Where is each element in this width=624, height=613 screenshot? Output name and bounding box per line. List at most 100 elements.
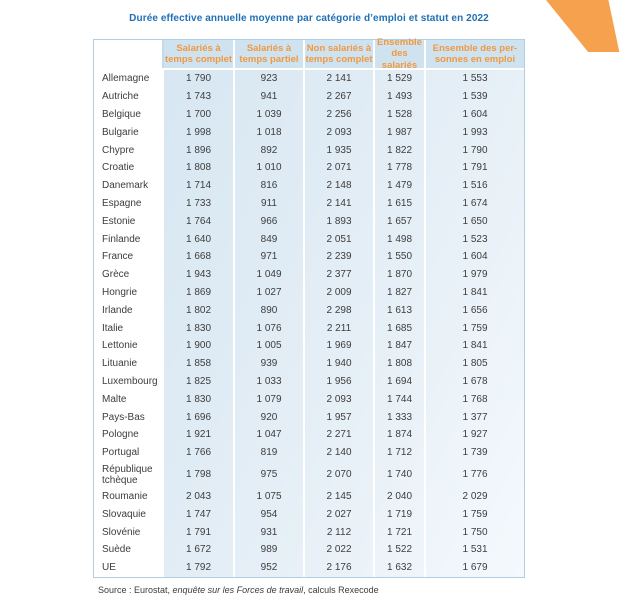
country-cell: Lituanie <box>94 354 164 373</box>
table-row: Grèce 1 943 1 049 2 377 1 870 1 979 <box>94 265 524 284</box>
value-cell: 954 <box>235 505 305 524</box>
value-cell: 1 075 <box>235 487 305 506</box>
data-table: Salariés à temps complet Salariés à temps p… <box>93 37 525 578</box>
value-cell: 1 927 <box>462 429 488 441</box>
country-cell: Belgique <box>94 105 164 124</box>
country-cell: Slovénie <box>94 523 164 541</box>
country-cell: Portugal <box>94 443 164 462</box>
value-cell: 1 027 <box>235 283 305 302</box>
value-cell: 989 <box>235 540 305 559</box>
table-header-row: Salariés à temps complet Salariés à temps p… <box>94 37 524 71</box>
value-cell: 1 870 <box>375 265 426 284</box>
value-cell: 1 747 <box>164 505 235 524</box>
value-cell: 2 377 <box>305 265 375 284</box>
value-cell: 1 822 <box>375 141 426 159</box>
table-row: Lettonie 1 900 1 005 1 969 1 847 1 841 <box>94 336 524 355</box>
table-row: République tchèque 1 798 975 2 070 1 740 1 77… <box>94 461 524 488</box>
value-cell: 849 <box>235 230 305 248</box>
table-row: Chypre 1 896 892 1 935 1 822 1 790 <box>94 141 524 159</box>
country-cell: Malte <box>94 390 164 409</box>
value-cell: 1 987 <box>375 123 426 142</box>
value-cell: 1 668 <box>164 247 235 266</box>
value-cell: 2 298 <box>305 301 375 320</box>
value-cell: 1 791 <box>462 162 488 174</box>
value-cell: 816 <box>235 176 305 195</box>
value-cell: 1 719 <box>375 505 426 524</box>
value-cell: 1 679 <box>462 562 488 574</box>
table-row: Luxembourg 1 825 1 033 1 956 1 694 1 678 <box>94 372 524 391</box>
value-cell: 1 656 <box>462 304 488 316</box>
value-cell: 2 093 <box>305 123 375 142</box>
column-header-line: temps partiel <box>239 54 299 65</box>
table-row: Portugal 1 766 819 2 140 1 712 1 739 <box>94 443 524 462</box>
value-cell: 1 039 <box>235 105 305 124</box>
table-row: Irlande 1 802 890 2 298 1 613 1 656 <box>94 301 524 320</box>
value-cell: 2 271 <box>305 425 375 444</box>
value-cell: 892 <box>235 141 305 159</box>
value-cell: 2 022 <box>305 540 375 559</box>
value-cell: 1 900 <box>164 336 235 355</box>
value-cell: 966 <box>235 212 305 231</box>
value-cell: 1 650 <box>462 215 488 227</box>
value-cell: 1 940 <box>305 354 375 373</box>
country-cell: France <box>94 247 164 266</box>
country-cell: Luxembourg <box>94 372 164 391</box>
value-cell: 2 176 <box>305 558 375 577</box>
value-cell: 952 <box>235 558 305 577</box>
country-cell: Slovaquie <box>94 505 164 524</box>
value-cell: 1 743 <box>164 87 235 106</box>
table-row: Finlande 1 640 849 2 051 1 498 1 523 <box>94 230 524 248</box>
table-row: Croatie 1 808 1 010 2 071 1 778 1 791 <box>94 158 524 177</box>
country-cell: Grèce <box>94 265 164 284</box>
value-cell: 1 553 <box>462 73 488 85</box>
value-cell: 2 009 <box>305 283 375 302</box>
value-cell: 971 <box>235 247 305 266</box>
value-cell: 1 943 <box>164 265 235 284</box>
value-cell: 1 841 <box>462 340 488 352</box>
table-row: Estonie 1 764 966 1 893 1 657 1 650 <box>94 212 524 231</box>
value-cell: 1 333 <box>375 408 426 426</box>
country-cell: Bulgarie <box>94 123 164 142</box>
value-cell: 1 764 <box>164 212 235 231</box>
value-cell: 975 <box>235 461 305 488</box>
country-cell: Estonie <box>94 212 164 231</box>
value-cell: 890 <box>235 301 305 320</box>
value-cell: 1 935 <box>305 141 375 159</box>
value-cell: 2 211 <box>305 319 375 337</box>
value-cell: 1 893 <box>305 212 375 231</box>
value-cell: 920 <box>235 408 305 426</box>
value-cell: 2 256 <box>305 105 375 124</box>
column-header-line: Ensemble des per- <box>432 42 518 54</box>
column-header-line: Non salariés à <box>306 42 372 54</box>
value-cell: 1 539 <box>462 91 488 103</box>
table-row: Pays-Bas 1 696 920 1 957 1 333 1 377 <box>94 408 524 426</box>
country-cell: Danemark <box>94 176 164 195</box>
value-cell: 2 141 <box>305 194 375 213</box>
value-cell: 1 033 <box>235 372 305 391</box>
value-cell: 1 528 <box>375 105 426 124</box>
table-row: Bulgarie 1 998 1 018 2 093 1 987 1 993 <box>94 123 524 142</box>
value-cell: 1 740 <box>375 461 426 488</box>
value-cell: 1 531 <box>462 544 488 556</box>
value-cell: 1 700 <box>164 105 235 124</box>
value-cell: 1 768 <box>462 393 488 405</box>
country-cell: République tchèque <box>94 461 164 488</box>
table-row: Danemark 1 714 816 2 148 1 479 1 516 <box>94 176 524 195</box>
value-cell: 2 112 <box>305 523 375 541</box>
table-row: Hongrie 1 869 1 027 2 009 1 827 1 841 <box>94 283 524 302</box>
value-cell: 1 685 <box>375 319 426 337</box>
value-cell: 1 672 <box>164 540 235 559</box>
orange-corner-banner-graphic <box>546 0 620 52</box>
country-cell: Pologne <box>94 425 164 444</box>
value-cell: 1 896 <box>164 141 235 159</box>
table-row: Belgique 1 700 1 039 2 256 1 528 1 604 <box>94 105 524 124</box>
value-cell: 1 858 <box>164 354 235 373</box>
column-header: Ensemble des salariés <box>375 37 426 71</box>
value-cell: 1 005 <box>235 336 305 355</box>
value-cell: 1 921 <box>164 425 235 444</box>
table-row: Malte 1 830 1 079 2 093 1 744 1 768 <box>94 390 524 409</box>
value-cell: 1 993 <box>462 126 488 138</box>
column-header: Non salariés à temps complet <box>305 40 375 68</box>
table-row: Suède 1 672 989 2 022 1 522 1 531 <box>94 540 524 559</box>
value-cell: 1 615 <box>375 194 426 213</box>
